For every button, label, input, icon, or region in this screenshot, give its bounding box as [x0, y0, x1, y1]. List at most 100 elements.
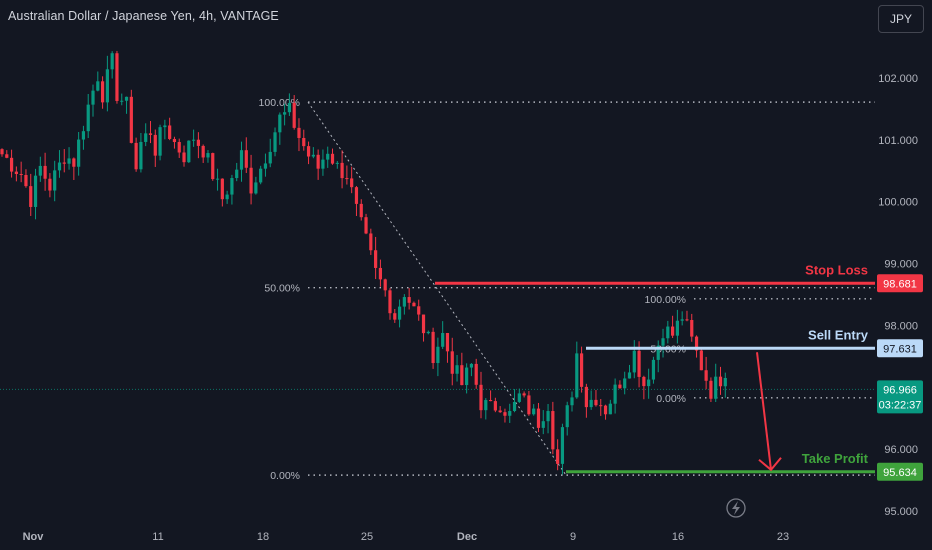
- candle-body: [48, 178, 52, 191]
- axes: 102.000 101.000 100.000 99.000 98.000 96.000 9…: [23, 73, 923, 543]
- candle-body: [618, 384, 622, 389]
- candle-body: [57, 162, 62, 171]
- candle-body: [627, 372, 632, 379]
- candle-body: [96, 81, 100, 91]
- candle-body: [488, 400, 493, 402]
- candle-body: [479, 384, 483, 411]
- candle-body: [321, 159, 325, 169]
- candle-body: [661, 338, 665, 346]
- candle-body: [302, 137, 306, 147]
- candle-body: [421, 314, 426, 334]
- candle-body: [397, 306, 402, 320]
- candle-body: [714, 376, 718, 399]
- candle-body: [14, 171, 18, 174]
- y-tick-label: 99.000: [884, 259, 918, 271]
- candle-body: [680, 319, 684, 321]
- candle-body: [201, 145, 205, 158]
- candle-body: [374, 250, 378, 268]
- candle-body: [225, 194, 229, 200]
- currency-button[interactable]: JPY: [878, 5, 924, 33]
- candle-body: [268, 151, 272, 164]
- candle-body: [29, 186, 33, 207]
- candle-body: [694, 336, 699, 351]
- candle-body: [120, 100, 124, 102]
- x-tick-label: Dec: [457, 531, 477, 543]
- y-tick-label: 95.000: [884, 506, 918, 518]
- current-price-tag-text: 96.966: [883, 384, 917, 396]
- candle-body: [306, 146, 311, 157]
- candle-body: [316, 154, 320, 169]
- lightning-icon[interactable]: [726, 498, 746, 518]
- candle-body: [493, 401, 497, 411]
- annotation-price-tag: 97.631: [877, 339, 923, 358]
- annotation-price-tag-bg: [877, 462, 923, 481]
- annotation-price-tag-text: 95.634: [883, 467, 917, 479]
- candle-body: [637, 350, 641, 377]
- candle-body: [81, 131, 86, 140]
- candle-body: [134, 142, 138, 170]
- x-tick-label: 11: [152, 531, 163, 543]
- candle-body: [115, 53, 119, 101]
- candle-body: [426, 331, 430, 334]
- projection-arrow-shaft: [756, 352, 772, 470]
- candle-body: [254, 182, 258, 194]
- candle-body: [465, 367, 469, 386]
- annotation-price-tag-bg: [877, 274, 923, 293]
- candle-body: [536, 408, 541, 428]
- candle-body: [460, 365, 464, 386]
- candle-body: [455, 365, 459, 374]
- candle-body: [565, 405, 569, 428]
- x-tick-label: Nov: [23, 531, 45, 543]
- candle-body: [718, 376, 723, 387]
- candle-body: [144, 133, 148, 142]
- candle-body: [168, 125, 172, 139]
- candle-body: [556, 449, 560, 464]
- candle-body: [350, 178, 354, 188]
- annotation-label: Take Profit: [802, 451, 869, 466]
- candle-body: [239, 150, 244, 170]
- candle-body: [283, 112, 287, 115]
- y-tick-label: 102.000: [878, 73, 918, 85]
- candle-body: [326, 153, 330, 160]
- candle-body: [484, 400, 488, 411]
- candle-body: [124, 96, 129, 101]
- candle-body: [364, 217, 368, 234]
- candle-body: [249, 167, 253, 194]
- candle-body: [163, 125, 167, 128]
- candle-body: [402, 297, 406, 307]
- candle-body: [431, 331, 435, 364]
- candle-body: [522, 393, 526, 396]
- candle-body: [407, 297, 411, 303]
- candle-body: [690, 320, 694, 337]
- candle-body: [153, 134, 157, 156]
- candle-body: [651, 359, 656, 380]
- candle-body: [608, 403, 612, 415]
- candle-body: [579, 353, 584, 387]
- candle-body: [311, 154, 315, 157]
- candle-body: [441, 333, 445, 347]
- candle-body: [603, 405, 608, 415]
- candle-body: [527, 395, 531, 415]
- chart-title: Australian Dollar / Japanese Yen, 4h, VA…: [8, 9, 279, 23]
- candle-body: [263, 163, 268, 169]
- fib2-level-label: 0.00%: [656, 393, 686, 405]
- candle-body: [235, 169, 239, 179]
- candle-body: [172, 138, 177, 143]
- candle-body: [53, 170, 57, 191]
- candle-body: [0, 149, 4, 155]
- candle-body: [259, 168, 263, 183]
- candle-body: [182, 152, 186, 163]
- annotation-price-tag: 95.634: [877, 462, 923, 481]
- fib1-level-label: 0.00%: [270, 470, 300, 482]
- candle-body: [560, 427, 565, 464]
- candle-body: [129, 96, 133, 143]
- current-price-tag-text: 03:22:37: [879, 399, 922, 411]
- candle-body: [77, 139, 81, 167]
- annotation-label: Stop Loss: [805, 262, 868, 277]
- candle-body: [62, 162, 66, 164]
- candle-body: [671, 326, 675, 336]
- candle-body: [388, 290, 392, 314]
- candle-body: [220, 178, 224, 200]
- candle-body: [685, 319, 689, 321]
